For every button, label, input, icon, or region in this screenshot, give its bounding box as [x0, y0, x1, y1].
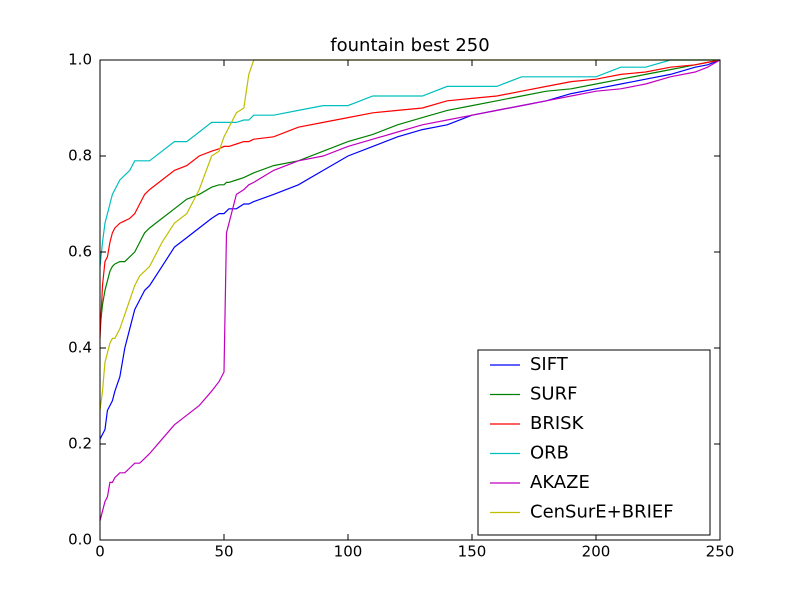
- series-line: [99, 59, 721, 339]
- x-tick-label: 150: [458, 543, 487, 561]
- x-tick-label: 250: [706, 543, 735, 561]
- y-tick-label: 1.0: [68, 51, 92, 69]
- y-tick-label: 0.8: [68, 147, 92, 165]
- y-tick-label: 0.0: [68, 531, 92, 549]
- x-tick-label: 0: [95, 543, 105, 561]
- legend-label: ORB: [530, 443, 569, 464]
- legend-label: BRISK: [530, 413, 585, 434]
- series-line: [99, 59, 721, 440]
- x-tick-label: 200: [582, 543, 611, 561]
- chart-title: fountain best 250: [330, 35, 489, 56]
- plot-frame: [99, 59, 721, 541]
- legend-label: AKAZE: [530, 472, 590, 493]
- legend-box: [477, 349, 711, 536]
- legend-label: CenSurE+BRIEF: [530, 502, 674, 523]
- x-tick-label: 50: [214, 543, 233, 561]
- y-tick-label: 0.4: [68, 339, 92, 357]
- y-tick-label: 0.2: [68, 435, 92, 453]
- series-line: [99, 59, 721, 329]
- series-line: [99, 59, 721, 521]
- legend-label: SURF: [530, 384, 577, 405]
- x-tick-label: 100: [334, 543, 363, 561]
- legend-label: SIFT: [530, 354, 569, 375]
- y-tick-label: 0.6: [68, 243, 92, 261]
- series-line: [99, 59, 720, 267]
